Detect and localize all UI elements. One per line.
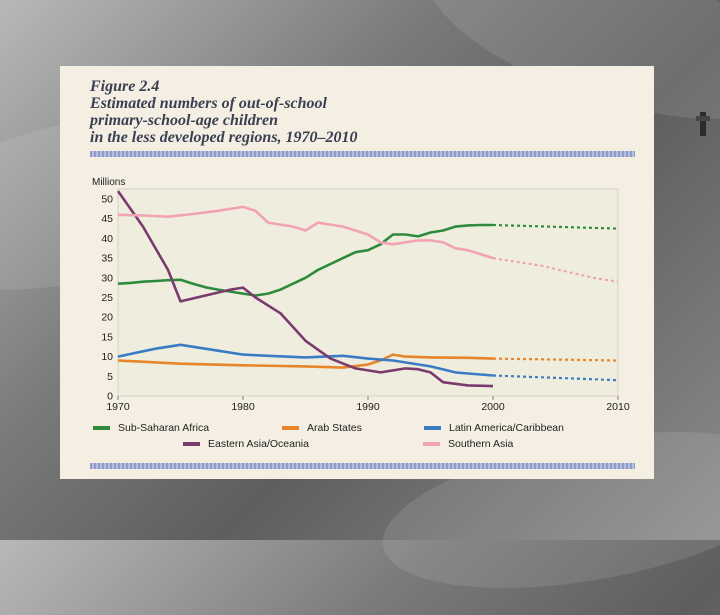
legend-swatch xyxy=(423,442,440,447)
series-line xyxy=(117,223,493,297)
series-line xyxy=(117,353,494,369)
series-line xyxy=(117,343,494,377)
figure-title-line: primary-school-age children xyxy=(90,112,278,129)
x-tick-label: 1980 xyxy=(231,401,255,413)
legend-swatch xyxy=(93,426,110,431)
legend-swatch xyxy=(282,426,299,431)
divider-bottom xyxy=(90,463,635,469)
series-line xyxy=(116,190,494,388)
figure-title-line: Estimated numbers of out-of-school xyxy=(90,95,327,112)
legend-swatch xyxy=(424,426,441,431)
y-tick-label: 45 xyxy=(101,213,113,225)
figure-title-line: in the less developed regions, 1970–2010 xyxy=(90,129,358,146)
slide-edge-mark xyxy=(694,110,714,138)
y-tick-label: 30 xyxy=(101,272,113,284)
legend-label: Sub-Saharan Africa xyxy=(118,422,210,434)
series-projection-line xyxy=(492,257,619,283)
y-tick-label: 50 xyxy=(101,194,113,206)
divider-top xyxy=(90,151,635,157)
legend-label: Southern Asia xyxy=(448,438,514,450)
y-tick-label: 10 xyxy=(101,351,113,363)
plot-area xyxy=(117,188,619,397)
legend-item-sub-saharan-africa: Sub-Saharan Africa xyxy=(93,422,209,434)
legend-label: Arab States xyxy=(307,422,362,434)
x-tick-label: 1990 xyxy=(356,401,380,413)
y-tick-label: 5 xyxy=(107,371,113,383)
series-line xyxy=(117,205,494,260)
y-tick-label: 15 xyxy=(101,331,113,343)
line-chart: 0 5 10 15 20 25 30 35 40 45 50 1970 1980 1990 2000 2010 xyxy=(101,188,630,413)
y-axis-unit-label: Millions xyxy=(92,177,126,188)
legend-item-arab-states: Arab States xyxy=(282,422,362,434)
y-tick-label: 35 xyxy=(101,253,113,265)
x-tick-label: 2000 xyxy=(481,401,505,413)
legend-label: Eastern Asia/Oceania xyxy=(208,438,309,450)
legend-swatch xyxy=(183,442,200,447)
legend-item-southern-asia: Southern Asia xyxy=(423,438,513,450)
legend-item-latin-america: Latin America/Caribbean xyxy=(424,422,564,434)
y-tick-label: 40 xyxy=(101,233,113,245)
y-tick-label: 0 xyxy=(107,391,113,403)
legend-item-eastern-asia-oceania: Eastern Asia/Oceania xyxy=(183,438,309,450)
y-tick-label: 20 xyxy=(101,312,113,324)
series-projection-line xyxy=(492,223,619,230)
x-tick-label: 1970 xyxy=(106,401,130,413)
y-tick-label: 25 xyxy=(101,292,113,304)
figure-card: Figure 2.4 Estimated numbers of out-of-s… xyxy=(60,66,654,479)
x-tick-label: 2010 xyxy=(606,401,630,413)
legend-label: Latin America/Caribbean xyxy=(449,422,564,434)
series-projection-line xyxy=(492,357,619,362)
figure-title: Figure 2.4 Estimated numbers of out-of-s… xyxy=(90,78,630,146)
series-projection-line xyxy=(492,374,619,382)
figure-title-line: Figure 2.4 xyxy=(90,78,160,95)
